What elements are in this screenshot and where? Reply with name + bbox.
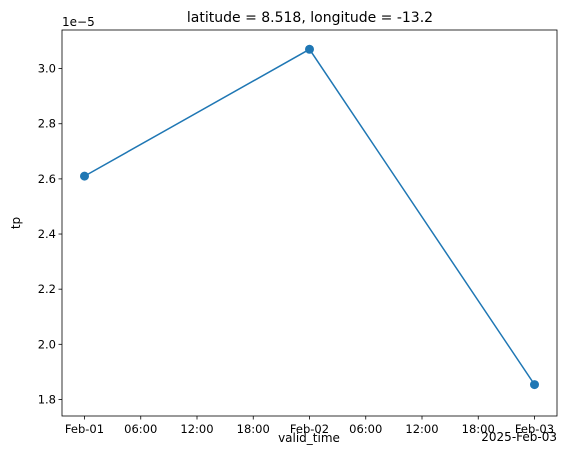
point — [305, 44, 314, 54]
plot-frame — [61, 29, 558, 417]
chart-title: latitude = 8.518, longitude = -13.2 — [187, 10, 433, 26]
x-tick-label: 06:00 — [349, 422, 382, 436]
y-tick-label: 2.6 — [38, 172, 56, 186]
x-tick-label: 12:00 — [405, 422, 438, 436]
y-tick-label: 2.4 — [38, 227, 56, 241]
y-offset-label: 1e−5 — [62, 15, 95, 29]
y-tick-label: 2.2 — [38, 282, 56, 296]
x-offset-label: 2025-Feb-03 — [481, 430, 557, 444]
x-tick-label: 06:00 — [124, 422, 157, 436]
point — [80, 171, 89, 181]
y-tick-label: 2.0 — [38, 337, 56, 351]
y-tick-label: 2.8 — [38, 117, 56, 131]
x-tick-label: 12:00 — [180, 422, 213, 436]
x-tick-label: 18:00 — [462, 422, 495, 436]
y-tick-label: 1.8 — [38, 392, 56, 406]
y-tick-label: 3.0 — [38, 62, 56, 76]
y-axis-label: tp — [9, 217, 23, 229]
x-axis-label: valid_time — [278, 431, 340, 445]
x-tick-label: 18:00 — [237, 422, 270, 436]
line — [84, 48, 536, 385]
x-tick-label: Feb-01 — [65, 422, 104, 436]
x-tick-label: Feb-02 — [290, 422, 329, 436]
point — [530, 380, 539, 390]
x-tick-label: Feb-03 — [515, 422, 554, 436]
